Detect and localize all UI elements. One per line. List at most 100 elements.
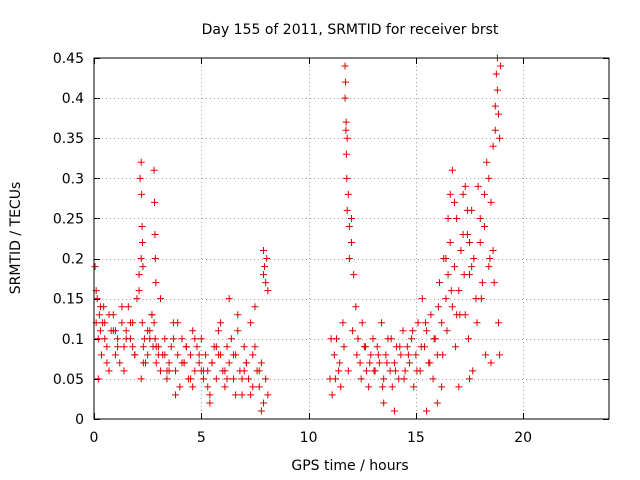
data-point: [240, 367, 248, 375]
data-point: [493, 86, 501, 94]
data-point: [383, 359, 391, 367]
data-point: [464, 335, 472, 343]
data-point: [129, 343, 137, 351]
data-point: [444, 271, 452, 279]
data-point: [238, 375, 246, 383]
data-point: [114, 335, 122, 343]
data-point: [161, 351, 169, 359]
data-point: [473, 319, 481, 327]
data-point: [96, 327, 104, 335]
data-point: [361, 343, 369, 351]
data-point: [422, 319, 430, 327]
data-point: [470, 255, 478, 263]
data-point: [412, 351, 420, 359]
data-point: [138, 319, 146, 327]
data-point: [161, 335, 169, 343]
data-point: [138, 239, 146, 247]
data-point: [380, 399, 388, 407]
data-point: [342, 150, 350, 158]
data-point: [135, 287, 143, 295]
data-point: [408, 335, 416, 343]
data-point: [91, 263, 99, 271]
data-point: [341, 94, 349, 102]
data-point: [260, 271, 268, 279]
data-point: [223, 343, 231, 351]
data-point: [245, 375, 252, 383]
data-point: [229, 351, 237, 359]
data-point: [382, 351, 390, 359]
data-point: [353, 351, 361, 359]
data-point: [187, 375, 195, 383]
data-point: [340, 343, 348, 351]
x-tick-label: 15: [407, 430, 425, 446]
data-point: [172, 391, 180, 399]
data-point: [455, 287, 463, 295]
data-point: [413, 367, 421, 375]
data-point: [114, 343, 122, 351]
data-point: [343, 206, 351, 214]
data-point: [403, 343, 411, 351]
data-point: [474, 182, 482, 190]
data-point: [95, 311, 103, 319]
data-point: [229, 375, 237, 383]
data-point: [418, 295, 426, 303]
data-point: [139, 359, 147, 367]
data-point: [423, 407, 431, 415]
data-point: [255, 383, 263, 391]
data-point: [380, 375, 388, 383]
data-point: [197, 367, 205, 375]
data-point: [491, 102, 499, 110]
data-point: [481, 222, 489, 230]
chart-title: Day 155 of 2011, SRMTID for receiver brs…: [202, 22, 499, 38]
data-point: [174, 319, 182, 327]
data-point: [452, 343, 460, 351]
x-axis-label: GPS time / hours: [291, 458, 408, 474]
data-point: [193, 343, 201, 351]
data-point: [478, 279, 486, 287]
y-tick-label: 0.05: [53, 372, 84, 388]
axis-ticks: [94, 58, 609, 420]
data-point: [336, 359, 344, 367]
data-point: [234, 327, 242, 335]
data-point: [138, 222, 146, 230]
data-point: [225, 295, 233, 303]
data-point: [390, 407, 398, 415]
data-point: [189, 383, 197, 391]
data-point: [387, 335, 395, 343]
plot-frame: [93, 57, 610, 420]
data-point: [122, 335, 130, 343]
data-point: [400, 375, 408, 383]
data-point: [331, 375, 339, 383]
data-point: [404, 351, 412, 359]
data-point: [363, 367, 371, 375]
data-point: [232, 391, 240, 399]
data-point: [157, 295, 165, 303]
data-point: [343, 134, 351, 142]
data-point: [96, 303, 104, 311]
data-point: [146, 335, 154, 343]
data-point: [137, 375, 145, 383]
data-point: [490, 279, 498, 287]
data-point: [263, 255, 271, 263]
data-point: [327, 335, 335, 343]
data-point: [491, 126, 499, 134]
data-point: [260, 247, 268, 255]
data-point: [126, 319, 134, 327]
data-point: [136, 174, 144, 182]
data-point: [469, 367, 477, 375]
data-point: [375, 359, 383, 367]
data-point: [344, 190, 352, 198]
data-point: [444, 214, 452, 222]
data-point: [442, 295, 450, 303]
data-point: [487, 198, 495, 206]
data-point: [466, 239, 474, 247]
data-point: [369, 335, 377, 343]
y-tick-label: 0.15: [53, 292, 84, 308]
data-point: [410, 383, 418, 391]
data-point: [397, 351, 405, 359]
data-point: [494, 319, 502, 327]
data-point: [195, 359, 203, 367]
data-point: [152, 359, 160, 367]
data-point: [399, 327, 407, 335]
data-point: [105, 311, 113, 319]
